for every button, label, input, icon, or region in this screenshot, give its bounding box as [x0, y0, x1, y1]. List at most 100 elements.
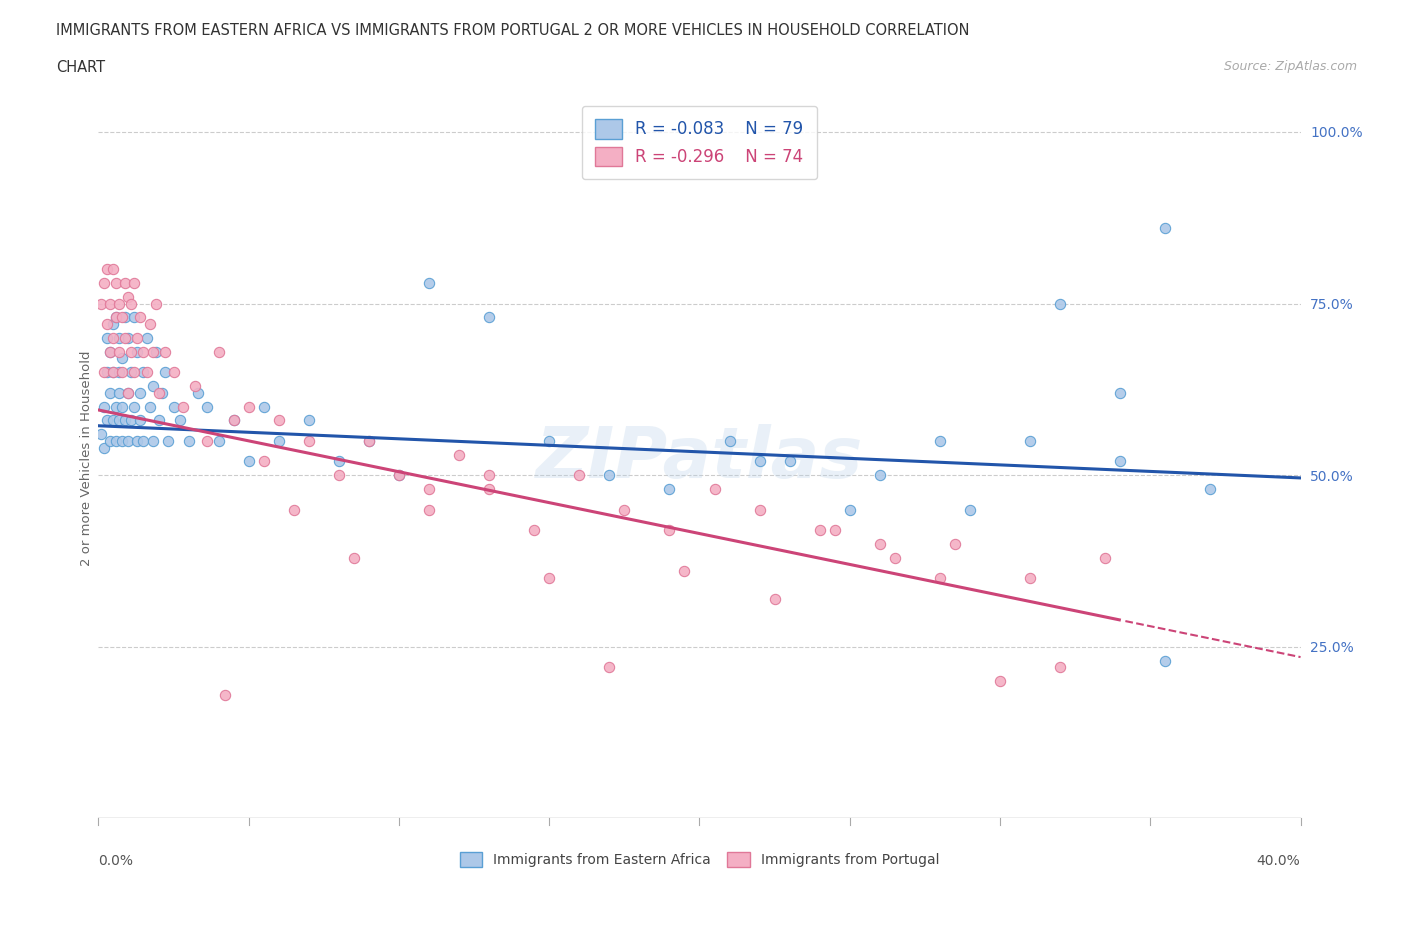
- Point: [103, 365, 125, 379]
- Point: [100, 433, 122, 448]
- Point: [1019, 433, 1042, 448]
- Point: [172, 399, 194, 414]
- Point: [357, 433, 380, 448]
- Point: [824, 523, 846, 538]
- Text: 40.0%: 40.0%: [1257, 855, 1301, 869]
- Point: [1154, 220, 1177, 235]
- Point: [108, 296, 131, 311]
- Point: [1154, 653, 1177, 668]
- Point: [478, 468, 501, 483]
- Point: [298, 433, 321, 448]
- Point: [96, 262, 118, 277]
- Point: [124, 365, 146, 379]
- Point: [141, 379, 163, 393]
- Point: [177, 433, 200, 448]
- Point: [1109, 454, 1132, 469]
- Point: [141, 344, 163, 359]
- Point: [105, 310, 128, 325]
- Point: [869, 468, 891, 483]
- Y-axis label: 2 or more Vehicles in Household: 2 or more Vehicles in Household: [80, 351, 93, 565]
- Point: [100, 344, 122, 359]
- Point: [127, 330, 149, 345]
- Point: [121, 296, 143, 311]
- Point: [208, 344, 231, 359]
- Point: [114, 330, 136, 345]
- Point: [748, 502, 770, 517]
- Point: [138, 399, 160, 414]
- Point: [105, 310, 128, 325]
- Point: [1049, 660, 1071, 675]
- Point: [418, 275, 440, 290]
- Point: [108, 385, 131, 400]
- Point: [129, 413, 152, 428]
- Point: [127, 433, 149, 448]
- Point: [108, 413, 131, 428]
- Point: [929, 433, 952, 448]
- Text: Source: ZipAtlas.com: Source: ZipAtlas.com: [1223, 60, 1357, 73]
- Point: [132, 365, 155, 379]
- Point: [162, 399, 184, 414]
- Point: [959, 502, 981, 517]
- Point: [808, 523, 831, 538]
- Point: [187, 385, 209, 400]
- Text: ZIPatlas: ZIPatlas: [536, 423, 863, 493]
- Point: [117, 385, 139, 400]
- Point: [111, 365, 134, 379]
- Point: [129, 385, 152, 400]
- Point: [114, 413, 136, 428]
- Point: [129, 310, 152, 325]
- Point: [135, 330, 157, 345]
- Point: [100, 344, 122, 359]
- Point: [135, 365, 157, 379]
- Point: [598, 660, 620, 675]
- Point: [132, 344, 155, 359]
- Point: [105, 399, 128, 414]
- Legend: Immigrants from Eastern Africa, Immigrants from Portugal: Immigrants from Eastern Africa, Immigran…: [454, 847, 945, 872]
- Point: [222, 413, 245, 428]
- Point: [988, 673, 1011, 688]
- Point: [90, 296, 112, 311]
- Point: [1019, 571, 1042, 586]
- Point: [162, 365, 184, 379]
- Point: [96, 413, 118, 428]
- Point: [283, 502, 305, 517]
- Point: [1199, 482, 1222, 497]
- Point: [117, 433, 139, 448]
- Point: [124, 399, 146, 414]
- Point: [148, 385, 170, 400]
- Point: [132, 433, 155, 448]
- Point: [117, 330, 139, 345]
- Point: [93, 365, 115, 379]
- Point: [103, 413, 125, 428]
- Point: [929, 571, 952, 586]
- Point: [114, 310, 136, 325]
- Point: [388, 468, 411, 483]
- Point: [108, 330, 131, 345]
- Point: [124, 275, 146, 290]
- Point: [93, 399, 115, 414]
- Point: [111, 351, 134, 365]
- Point: [195, 399, 218, 414]
- Point: [869, 537, 891, 551]
- Point: [145, 344, 167, 359]
- Point: [100, 385, 122, 400]
- Text: 0.0%: 0.0%: [98, 855, 134, 869]
- Point: [121, 344, 143, 359]
- Point: [222, 413, 245, 428]
- Point: [105, 433, 128, 448]
- Point: [613, 502, 636, 517]
- Point: [100, 296, 122, 311]
- Point: [718, 433, 741, 448]
- Point: [598, 468, 620, 483]
- Point: [538, 433, 561, 448]
- Point: [127, 344, 149, 359]
- Text: CHART: CHART: [56, 60, 105, 75]
- Point: [111, 399, 134, 414]
- Point: [183, 379, 205, 393]
- Point: [1094, 551, 1116, 565]
- Point: [478, 310, 501, 325]
- Point: [703, 482, 725, 497]
- Point: [267, 413, 290, 428]
- Point: [388, 468, 411, 483]
- Point: [96, 330, 118, 345]
